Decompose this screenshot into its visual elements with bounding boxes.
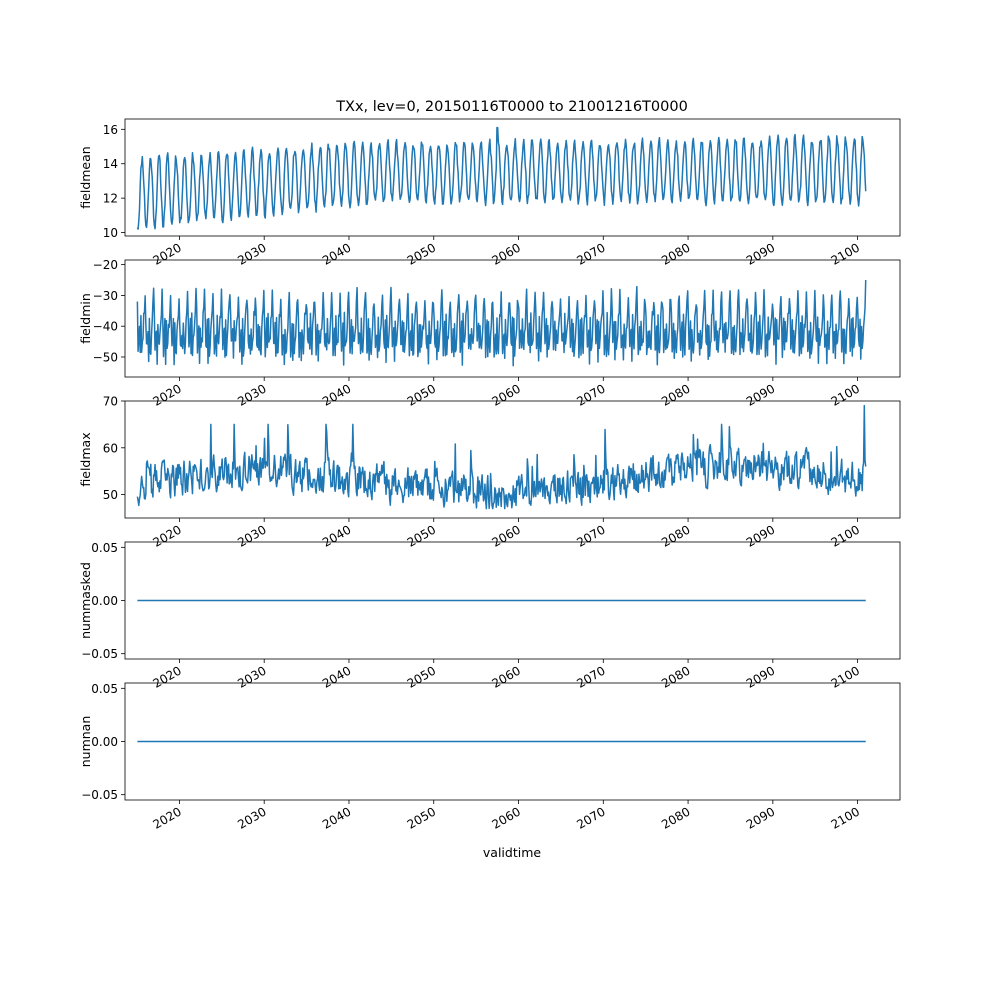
panel-nummasked: −0.05 0.00 0.05 2020 2030 2040 2050 2060 2070 208… (78, 541, 901, 691)
axes-frame (124, 259, 901, 378)
y-tick-label: −0.05 (81, 647, 118, 661)
series-line-fieldmean (136, 126, 867, 230)
x-tick-label: 2050 (405, 522, 438, 549)
x-tick-label: 2100 (829, 663, 862, 690)
x-tick-label: 2080 (659, 663, 692, 690)
x-tick-label: 2050 (405, 381, 438, 408)
y-tick-label: 16 (103, 123, 118, 137)
x-tick-label: 2030 (235, 663, 268, 690)
x-tick-label: 2080 (659, 804, 692, 831)
panel-fieldmean: 10 12 14 16 2020 2030 2040 2050 2060 2070 2080 2090… (78, 118, 901, 268)
x-tick-label: 2070 (574, 240, 607, 267)
x-tick-label: 2020 (150, 663, 183, 690)
x-tick-label: 2090 (744, 240, 777, 267)
x-tick-label: 2040 (320, 804, 353, 831)
x-tick-label: 2090 (744, 663, 777, 690)
x-tick-label: 2090 (744, 804, 777, 831)
y-tick-label: 0.05 (91, 682, 118, 696)
x-tick-label: 2080 (659, 240, 692, 267)
panel-numnan: −0.05 0.00 0.05 2020 2030 2040 2050 2060 2070 208… (78, 682, 901, 832)
x-tick-label: 2030 (235, 804, 268, 831)
x-tick-label: 2040 (320, 663, 353, 690)
y-tick-label: 0.05 (91, 541, 118, 555)
x-tick-label: 2070 (574, 663, 607, 690)
x-tick-label: 2060 (490, 663, 523, 690)
y-tick-label: −30 (93, 289, 118, 303)
y-tick-label: 12 (103, 192, 118, 206)
x-tick-label: 2080 (659, 522, 692, 549)
y-tick-label: −40 (93, 320, 118, 334)
y-tick-label: −50 (93, 350, 118, 364)
chart-title: TXx, lev=0, 20150116T0000 to 21001216T00… (335, 99, 688, 115)
x-tick-label: 2060 (490, 381, 523, 408)
y-axis-label: fieldmin (78, 293, 93, 344)
y-tick-label: −0.05 (81, 788, 118, 802)
x-tick-label: 2090 (744, 381, 777, 408)
axes-frame (124, 118, 901, 237)
panel-fieldmin: −50 −40 −30 −20 2020 2030 2040 2050 2060 2070 2080… (78, 258, 901, 409)
y-axis-label: fieldmean (78, 146, 93, 208)
y-tick-label: 70 (103, 395, 118, 409)
series-line-fieldmax (136, 404, 867, 510)
y-axis-label: numnan (78, 716, 93, 768)
x-tick-label: 2100 (829, 522, 862, 549)
x-tick-label: 2050 (405, 663, 438, 690)
x-tick-label: 2020 (150, 240, 183, 267)
x-tick-label: 2030 (235, 381, 268, 408)
x-tick-label: 2060 (490, 240, 523, 267)
x-tick-label: 2070 (574, 522, 607, 549)
x-tick-label: 2060 (490, 522, 523, 549)
y-tick-label: 14 (103, 157, 118, 171)
x-tick-label: 2030 (235, 240, 268, 267)
y-tick-label: 0.00 (91, 594, 118, 608)
x-tick-label: 2070 (574, 381, 607, 408)
x-tick-label: 2100 (829, 240, 862, 267)
y-tick-label: 60 (103, 441, 118, 455)
x-tick-label: 2040 (320, 381, 353, 408)
axes-frame (124, 400, 901, 519)
x-tick-label: 2020 (150, 381, 183, 408)
y-axis-label: fieldmax (78, 432, 93, 486)
x-tick-label: 2050 (405, 804, 438, 831)
x-axis-label: validtime (483, 845, 541, 860)
y-tick-label: −20 (93, 258, 118, 272)
x-tick-label: 2020 (150, 804, 183, 831)
y-tick-label: 10 (103, 226, 118, 240)
y-tick-label: 0.00 (91, 735, 118, 749)
axes-frame (124, 682, 901, 801)
x-tick-label: 2090 (744, 522, 777, 549)
x-tick-label: 2050 (405, 240, 438, 267)
x-tick-label: 2100 (829, 804, 862, 831)
x-tick-label: 2100 (829, 381, 862, 408)
panel-fieldmax: 50 60 70 2020 2030 2040 2050 2060 2070 2080 2090 21… (78, 395, 901, 550)
x-tick-label: 2070 (574, 804, 607, 831)
x-tick-label: 2030 (235, 522, 268, 549)
x-tick-label: 2040 (320, 240, 353, 267)
x-tick-label: 2080 (659, 381, 692, 408)
y-axis-label: nummasked (78, 562, 93, 639)
x-tick-label: 2020 (150, 522, 183, 549)
x-tick-label: 2040 (320, 522, 353, 549)
y-tick-label: 50 (103, 488, 118, 502)
x-tick-label: 2060 (490, 804, 523, 831)
series-line-fieldmin (136, 279, 867, 367)
axes-frame (124, 541, 901, 660)
